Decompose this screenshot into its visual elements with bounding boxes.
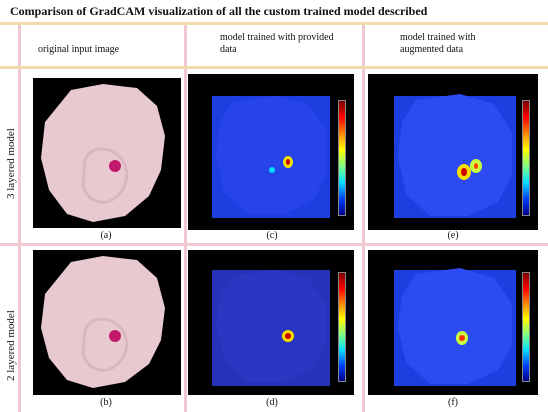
caption-f: (f) <box>448 397 458 408</box>
cell-ring <box>81 147 129 204</box>
heatmap-hotspot-core <box>286 159 290 165</box>
caption-d: (d) <box>266 397 278 408</box>
row-label-3-layered: 3 layered model <box>5 128 17 199</box>
colorbar-c <box>338 100 346 216</box>
parasite-spot <box>109 330 121 342</box>
header-divider <box>0 66 548 69</box>
grid-line-left <box>18 22 21 412</box>
heatmap-hotspot-core <box>285 333 291 339</box>
colorbar-d <box>338 272 346 382</box>
cell-ring <box>81 317 129 372</box>
heatmap-provided-row1 <box>188 74 354 230</box>
column-header-augmented: model trained with augmented data <box>400 32 476 55</box>
heatmap-provided-row2 <box>188 250 354 395</box>
figure-title: Comparison of GradCAM visualization of a… <box>10 4 428 18</box>
blood-cell <box>41 84 165 222</box>
original-image-row1 <box>33 78 181 228</box>
heatmap-augmented-row1 <box>368 74 538 230</box>
colorbar-e <box>522 100 530 216</box>
heatmap-cell-region <box>216 96 326 214</box>
blood-cell <box>41 256 165 388</box>
caption-b: (b) <box>100 397 112 408</box>
colorbar-f <box>522 272 530 382</box>
heatmap-spot-small <box>269 167 275 173</box>
heatmap-hotspot-1-core <box>461 168 467 176</box>
caption-c: (c) <box>266 230 278 241</box>
heatmap-hotspot-2-core <box>474 163 478 169</box>
heatmap-cell-region <box>398 268 512 384</box>
column-header-original: original input image <box>38 44 120 55</box>
caption-a: (a) <box>100 230 112 241</box>
heatmap-cell-region <box>398 94 512 216</box>
caption-e: (e) <box>447 230 459 241</box>
row-divider <box>0 243 548 246</box>
row-label-2-layered: 2 layered model <box>5 310 17 381</box>
column-header-provided: model trained with provided data <box>220 32 334 55</box>
heatmap-hotspot-core <box>459 335 465 341</box>
grid-line-top <box>0 22 548 25</box>
heatmap-cell-region <box>216 270 326 382</box>
original-image-row2 <box>33 250 181 395</box>
grid-line-right <box>362 22 365 412</box>
grid-line-middle <box>184 22 187 412</box>
parasite-spot <box>109 160 121 172</box>
heatmap-augmented-row2 <box>368 250 538 395</box>
